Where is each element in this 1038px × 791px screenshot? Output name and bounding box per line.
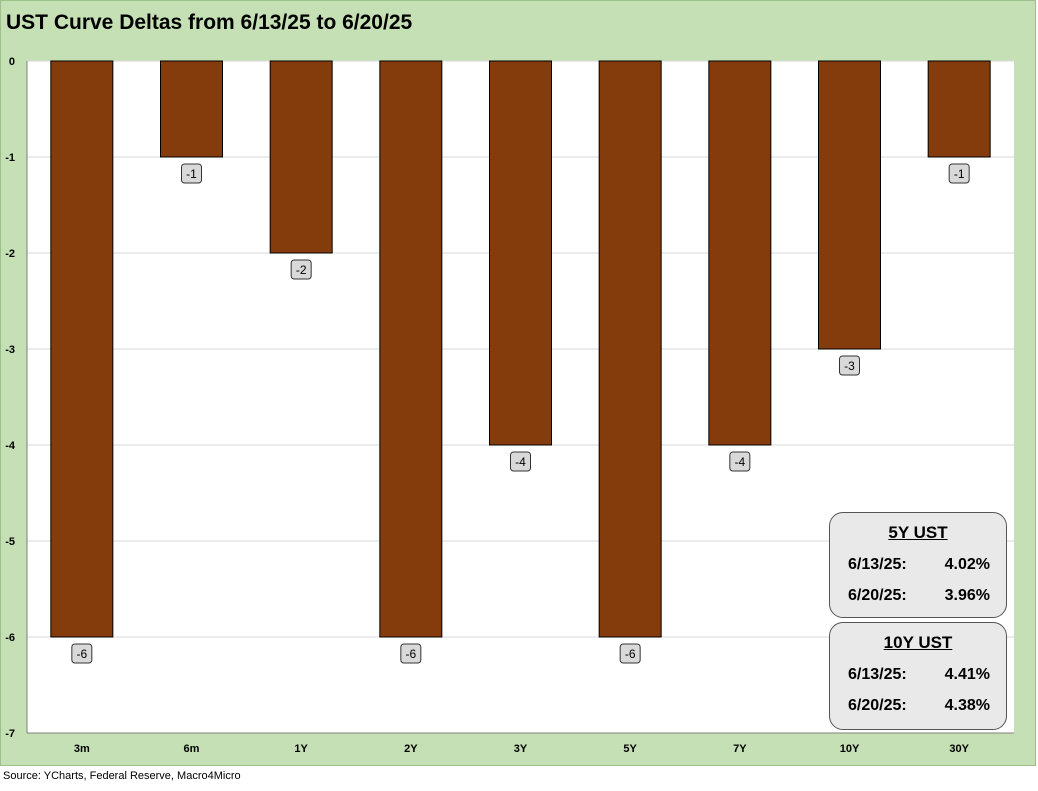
- bar: [708, 60, 772, 446]
- x-tick-label: 3m: [74, 743, 90, 755]
- y-tick-label: -5: [5, 536, 15, 548]
- x-tick-label: 3Y: [514, 743, 528, 755]
- bar: [269, 60, 333, 254]
- x-tick-label: 2Y: [404, 743, 418, 755]
- x-tick-label: 30Y: [949, 743, 969, 755]
- y-tick-label: -7: [5, 728, 15, 740]
- data-label: -6: [400, 643, 422, 664]
- data-label: -6: [619, 643, 641, 664]
- info-box-title: 5Y UST: [888, 523, 948, 542]
- svg-text:-4: -4: [515, 455, 526, 469]
- info-value: 3.96%: [944, 587, 990, 604]
- data-label: -4: [729, 451, 751, 472]
- bar: [489, 60, 552, 446]
- y-tick-label: -1: [5, 152, 15, 164]
- info-value: 4.38%: [944, 697, 990, 714]
- data-label: -2: [290, 259, 312, 280]
- info-row: 6/20/25: 4.38%: [830, 697, 1006, 715]
- x-tick-label: 5Y: [623, 743, 637, 755]
- data-label: -1: [948, 163, 970, 184]
- x-tick-label: 1Y: [294, 743, 308, 755]
- y-tick-label: -3: [5, 344, 15, 356]
- svg-text:-6: -6: [76, 647, 87, 661]
- bar: [818, 60, 881, 350]
- x-tick-label: 10Y: [840, 743, 860, 755]
- info-date: 6/20/25:: [848, 697, 907, 714]
- bar: [50, 60, 114, 638]
- x-tick-label: 7Y: [733, 743, 747, 755]
- bar: [927, 60, 991, 158]
- svg-text:-2: -2: [296, 263, 307, 277]
- y-tick-label: -4: [5, 440, 16, 452]
- info-value: 4.02%: [944, 556, 990, 573]
- bar-chart: 0 -1 -2 -3 -4 -5 -6 -7 3m 6m 1Y 2Y 3Y 5Y 7Y 10Y 30Y -6 -1…: [5, 56, 1014, 755]
- svg-text:-4: -4: [734, 455, 745, 469]
- bar: [598, 60, 662, 638]
- data-label: -3: [839, 355, 860, 376]
- info-date: 6/20/25:: [848, 587, 907, 604]
- bar: [379, 60, 443, 638]
- svg-text:-1: -1: [954, 167, 965, 181]
- info-row: 6/13/25: 4.41%: [830, 666, 1006, 684]
- y-tick-label: -2: [5, 248, 15, 260]
- info-box-title: 10Y UST: [883, 633, 953, 652]
- data-label: -6: [71, 643, 93, 664]
- y-tick-label: 0: [9, 56, 15, 68]
- data-label: -1: [181, 163, 202, 184]
- info-row: 6/20/25: 3.96%: [830, 587, 1006, 605]
- info-row: 6/13/25: 4.02%: [830, 556, 1006, 574]
- info-box-10y: 10Y UST 6/13/25: 4.41% 6/20/25: 4.38%: [829, 622, 1007, 730]
- svg-text:-6: -6: [405, 647, 416, 661]
- bars: [50, 60, 991, 638]
- x-tick-label: 6m: [184, 743, 200, 755]
- axes: 0 -1 -2 -3 -4 -5 -6 -7 3m 6m 1Y 2Y 3Y 5Y 7Y 10Y 30Y: [5, 56, 1014, 755]
- data-labels: -6 -1 -2 -6 -4 -6 -4 -3 -1: [71, 163, 970, 664]
- info-date: 6/13/25:: [848, 556, 907, 573]
- data-label: -4: [510, 451, 531, 472]
- svg-text:-3: -3: [844, 359, 855, 373]
- svg-text:-1: -1: [186, 167, 197, 181]
- info-value: 4.41%: [944, 666, 990, 683]
- info-date: 6/13/25:: [848, 666, 907, 683]
- bar: [160, 60, 223, 158]
- source-note: Source: YCharts, Federal Reserve, Macro4…: [3, 770, 241, 782]
- info-box-5y: 5Y UST 6/13/25: 4.02% 6/20/25: 3.96%: [829, 512, 1007, 618]
- chart-title: UST Curve Deltas from 6/13/25 to 6/20/25: [6, 11, 413, 34]
- y-tick-label: -6: [5, 632, 15, 644]
- svg-text:-6: -6: [625, 647, 636, 661]
